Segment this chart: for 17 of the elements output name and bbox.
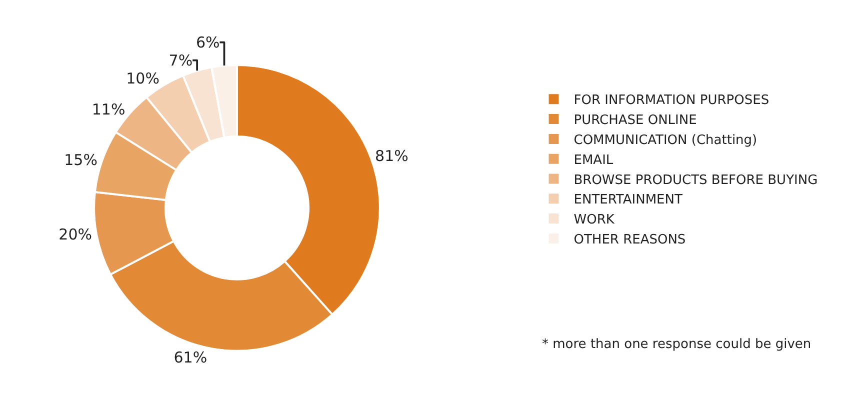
data-label: 81% (375, 146, 408, 165)
data-label: 10% (126, 69, 160, 88)
data-label: 15% (64, 150, 98, 169)
text: * more than one response could be given (542, 337, 812, 352)
legend-label: WORK (574, 212, 615, 228)
legend-label: COMMUNICATION (Chatting) (574, 133, 758, 148)
legend-label: ENTERTAINMENT (574, 192, 682, 208)
legend-label: BROWSE PRODUCTS BEFORE BUYING (574, 172, 818, 188)
legend-label: EMAIL (574, 152, 614, 168)
data-label: 7% (168, 51, 193, 70)
legend-label: OTHER REASONS (574, 232, 686, 248)
legend-label: FOR INFORMATION PURPOSES (574, 93, 770, 108)
data-label: 20% (58, 226, 92, 244)
data-label: 6% (196, 33, 220, 52)
data-label: 61% (174, 348, 208, 366)
legend-label: PURCHASE ONLINE (574, 113, 697, 128)
data-label: 11% (92, 100, 126, 118)
